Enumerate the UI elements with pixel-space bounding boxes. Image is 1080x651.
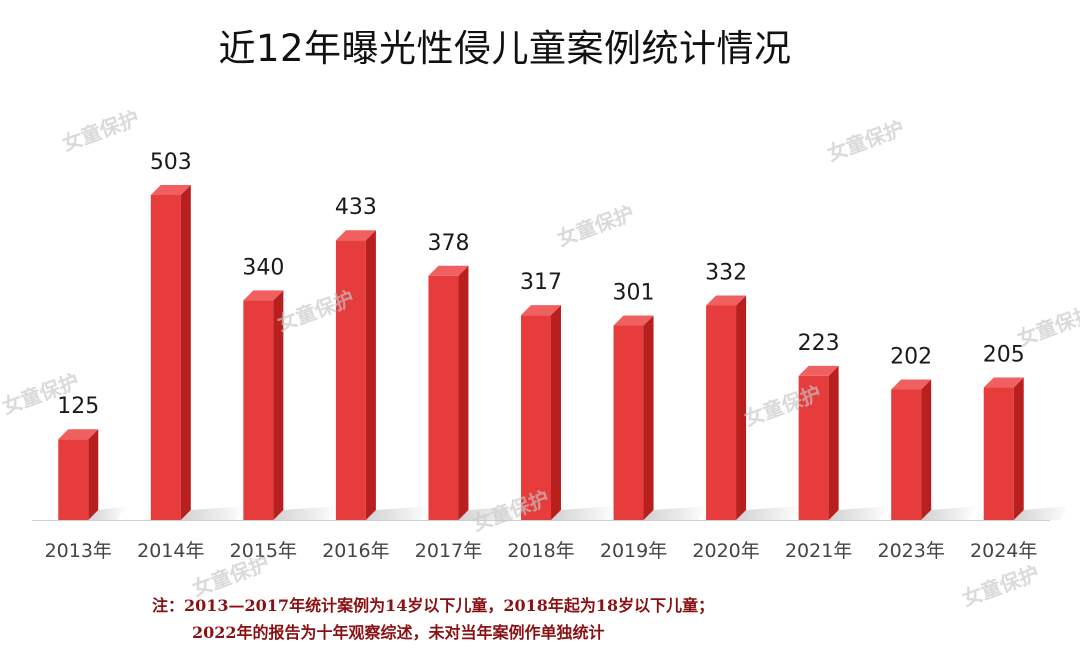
bar-top [891,379,932,390]
bar-shadows [88,506,1071,520]
bar-front [58,439,89,520]
bar [891,379,932,520]
bar-top [983,377,1024,388]
bar-front [150,195,181,520]
footnote-line-2: 2022年的报告为十年观察综述，未对当年案例作单独统计 [192,623,605,642]
x-tick-label: 2020年 [692,540,759,562]
bar-front [335,240,366,520]
x-tick-label: 2013年 [45,540,112,562]
x-tick-labels-group: 2013年 2014年 2015年 2016年 2017年 2018年 2019年 2020年… [45,540,1038,562]
bar-front [798,375,829,520]
data-label: 202 [890,344,932,369]
bar-side [736,295,747,520]
bar-top [428,265,469,276]
x-tick-label: 2017年 [415,540,482,562]
bar-side [180,185,191,520]
bar [58,429,99,520]
x-tick-label: 2014年 [137,540,204,562]
bar-shadow [828,506,890,520]
bar-top [521,305,561,316]
data-label: 317 [520,270,562,295]
bar-front [613,325,644,520]
bar-front [428,275,459,520]
x-tick-label: 2023年 [878,540,945,562]
bar-side [273,290,284,520]
bar-side [458,265,469,520]
footnote-line-1: 注：2013—2017年统计案例为14岁以下儿童，2018年起为18岁以下儿童； [152,596,715,615]
chart-title: 近12年曝光性侵儿童案例统计情况 [218,27,792,70]
bar-side [921,379,932,520]
bar-shadow [458,506,524,520]
bar-top [706,295,747,306]
x-tick-label: 2016年 [322,540,389,562]
bar-shadow [273,506,339,520]
bar-side [365,230,376,520]
bars-group [58,185,1024,520]
bar-top [150,185,191,195]
data-label: 433 [335,195,377,220]
bar-front [706,305,737,520]
x-tick-label: 2021年 [785,540,852,562]
bar-shadow [921,506,977,520]
bar [613,315,654,520]
bar-shadow [180,506,246,520]
bar [983,377,1024,520]
bar-shadow [1013,506,1071,520]
bar-shadow [736,506,802,520]
bar-front [891,389,922,520]
data-label: 125 [57,394,99,419]
bar-top [613,315,654,326]
x-tick-label: 2018年 [507,540,574,562]
bar [243,290,284,520]
data-label: 378 [427,231,469,256]
bar-shadow [551,506,616,520]
bar-side [88,429,99,520]
bar-side [643,315,654,520]
bar [521,305,561,520]
data-label: 301 [613,281,655,306]
bar-shadow [643,506,709,520]
bar-shadow [88,506,127,520]
footnote: 注：2013—2017年统计案例为14岁以下儿童，2018年起为18岁以下儿童；… [152,592,912,646]
bar [428,265,469,520]
bar-top [335,230,376,241]
bar-top [58,429,99,440]
data-label: 332 [705,260,747,285]
x-tick-label: 2015年 [230,540,297,562]
bar-top [798,365,839,376]
data-label: 503 [150,150,192,175]
bar-shadow [365,506,431,520]
bar-front [243,300,274,520]
bar-front [521,315,551,520]
bar-side [1013,377,1024,520]
data-label: 223 [798,331,840,356]
bar-top [243,290,284,301]
value-labels-group: 125 503 340 433 378 317 301 332 223 202 205 [57,150,1024,419]
bar [335,230,376,520]
data-label: 205 [983,343,1025,368]
bar-front [983,387,1014,520]
bar [706,295,747,520]
bar-side [551,305,561,520]
bar [150,185,191,520]
x-tick-label: 2024年 [970,540,1037,562]
bar-side [828,365,839,520]
data-label: 340 [242,255,284,280]
bar [798,365,839,520]
x-tick-label: 2019年 [600,540,667,562]
